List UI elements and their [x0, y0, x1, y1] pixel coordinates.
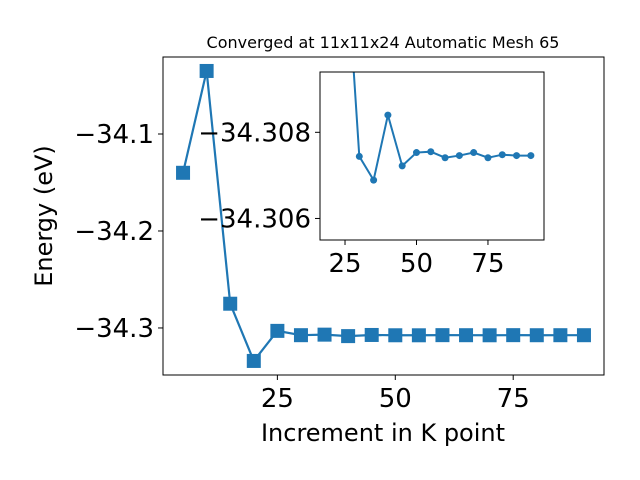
marker	[513, 152, 521, 160]
marker	[270, 323, 285, 338]
x-tick-label: 75	[497, 384, 530, 414]
x-tick-label: 50	[400, 249, 433, 279]
plot-area	[176, 63, 591, 368]
marker	[498, 151, 506, 159]
marker	[427, 148, 435, 156]
marker	[412, 149, 420, 157]
marker	[388, 328, 403, 343]
y-axis-label: Energy (eV)	[30, 145, 58, 287]
plot-area	[352, 72, 535, 184]
y-tick-label: −34.2	[74, 217, 154, 247]
x-tick-label: 50	[379, 384, 412, 414]
marker	[384, 111, 392, 119]
marker	[176, 165, 191, 180]
axes-frame	[319, 71, 545, 241]
chart-title: Converged at 11x11x24 Automatic Mesh 65	[207, 33, 560, 52]
marker	[435, 328, 450, 343]
marker	[398, 162, 406, 170]
x-axis-label: Increment in K point	[261, 419, 505, 447]
marker	[411, 328, 426, 343]
marker	[484, 154, 492, 162]
marker	[223, 296, 238, 311]
marker	[506, 328, 521, 343]
marker	[364, 327, 379, 342]
marker	[246, 353, 261, 368]
marker	[470, 149, 478, 157]
marker	[527, 152, 535, 160]
x-tick-label: 75	[471, 249, 504, 279]
x-tick-label: 25	[328, 249, 361, 279]
axes-frame	[162, 56, 605, 376]
marker	[370, 176, 378, 184]
y-tick-label: −34.3	[74, 314, 154, 344]
y-tick-label: −34.1	[74, 120, 154, 150]
marker	[529, 328, 544, 343]
marker	[441, 154, 449, 162]
marker	[459, 328, 474, 343]
y-tick-label: −34.306	[198, 204, 311, 234]
marker	[482, 328, 497, 343]
x-tick-label: 25	[261, 384, 294, 414]
marker	[317, 327, 332, 342]
marker	[455, 152, 463, 160]
marker	[355, 152, 363, 160]
marker	[293, 328, 308, 343]
marker	[199, 63, 214, 78]
marker	[576, 328, 591, 343]
marker	[341, 329, 356, 344]
marker	[553, 328, 568, 343]
y-tick-label: −34.308	[198, 118, 311, 148]
